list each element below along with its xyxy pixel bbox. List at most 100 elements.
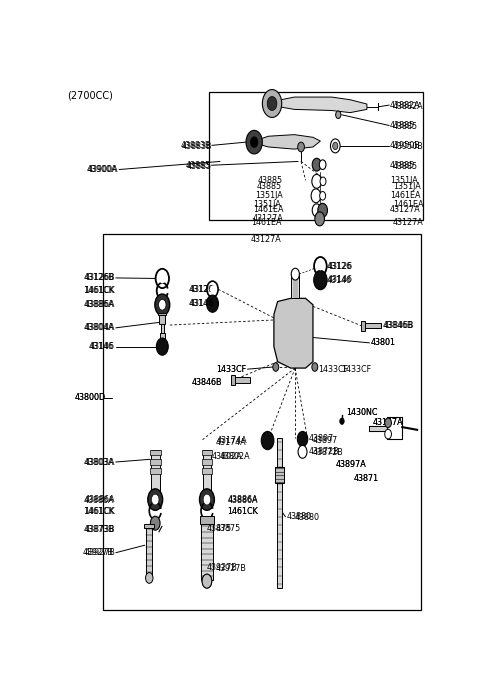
Text: 43882A: 43882A <box>390 100 420 109</box>
Circle shape <box>158 300 166 310</box>
Polygon shape <box>276 97 367 113</box>
Polygon shape <box>150 468 161 474</box>
Text: 1461EA: 1461EA <box>252 205 283 214</box>
Circle shape <box>150 516 160 530</box>
Text: 1461CK: 1461CK <box>228 507 258 516</box>
Text: 1433CF: 1433CF <box>216 365 246 374</box>
Text: 43147A: 43147A <box>372 418 403 427</box>
Polygon shape <box>158 314 167 316</box>
Circle shape <box>251 137 258 148</box>
Polygon shape <box>150 450 161 455</box>
Text: 43127A: 43127A <box>393 217 424 227</box>
Text: 43802A: 43802A <box>212 452 242 461</box>
Text: 43885: 43885 <box>393 162 418 171</box>
Circle shape <box>202 574 212 588</box>
Text: 1461CK: 1461CK <box>84 507 115 516</box>
Circle shape <box>320 192 325 200</box>
Text: 43885: 43885 <box>187 162 212 171</box>
Polygon shape <box>291 274 299 298</box>
Text: 43897A: 43897A <box>335 460 366 469</box>
Text: 43127A: 43127A <box>390 205 420 214</box>
Text: 43127A: 43127A <box>252 215 283 223</box>
Polygon shape <box>202 459 212 465</box>
FancyBboxPatch shape <box>209 92 423 220</box>
Circle shape <box>318 204 327 217</box>
Text: 43897A: 43897A <box>335 460 366 469</box>
Text: 43897: 43897 <box>313 436 338 445</box>
Circle shape <box>207 281 218 297</box>
Circle shape <box>312 158 321 171</box>
Circle shape <box>273 362 279 372</box>
Text: 43147A: 43147A <box>372 418 403 427</box>
Polygon shape <box>274 298 313 368</box>
Text: 43801: 43801 <box>371 338 396 347</box>
Text: 43146: 43146 <box>189 299 214 308</box>
Text: 43146: 43146 <box>89 342 114 351</box>
Circle shape <box>267 96 277 110</box>
Text: 43886A: 43886A <box>228 496 258 505</box>
Circle shape <box>314 257 327 275</box>
Text: 43886A: 43886A <box>84 496 114 505</box>
Circle shape <box>261 431 274 450</box>
Text: 43875: 43875 <box>216 523 241 533</box>
Text: 1461CK: 1461CK <box>83 507 114 516</box>
Circle shape <box>320 177 326 185</box>
Text: 43882A: 43882A <box>393 102 423 111</box>
Polygon shape <box>276 438 282 588</box>
Text: 43803A: 43803A <box>84 457 115 466</box>
Polygon shape <box>160 333 165 342</box>
Text: 43885: 43885 <box>390 121 415 130</box>
Text: 43800D: 43800D <box>75 393 106 402</box>
Circle shape <box>312 174 322 188</box>
Polygon shape <box>203 450 211 507</box>
Polygon shape <box>146 526 152 576</box>
Polygon shape <box>293 277 298 298</box>
Text: 43146: 43146 <box>328 275 353 284</box>
Circle shape <box>312 204 321 217</box>
Circle shape <box>314 270 327 290</box>
Text: 1461EA: 1461EA <box>390 191 420 200</box>
Circle shape <box>319 160 326 169</box>
Text: 1461EA: 1461EA <box>251 217 281 227</box>
Text: 43885: 43885 <box>256 182 281 191</box>
Polygon shape <box>144 523 155 528</box>
Text: 43886A: 43886A <box>228 495 258 504</box>
Text: 43803A: 43803A <box>84 457 114 466</box>
Text: 43846B: 43846B <box>192 378 223 387</box>
Text: 43126: 43126 <box>327 261 352 270</box>
Text: 43927B: 43927B <box>207 563 238 572</box>
Text: 43886A: 43886A <box>84 300 114 309</box>
Circle shape <box>200 489 215 510</box>
Text: 43873B: 43873B <box>84 525 114 534</box>
Text: 43927B: 43927B <box>83 549 114 557</box>
Text: 43801: 43801 <box>370 338 395 347</box>
Circle shape <box>330 139 340 153</box>
Circle shape <box>340 418 344 424</box>
Circle shape <box>297 431 308 447</box>
Text: 43126B: 43126B <box>84 273 115 282</box>
Circle shape <box>291 268 300 280</box>
Text: 43804A: 43804A <box>84 323 115 332</box>
Text: 43900A: 43900A <box>87 165 118 174</box>
Polygon shape <box>369 426 387 431</box>
Circle shape <box>148 489 163 510</box>
Circle shape <box>156 269 169 288</box>
Circle shape <box>156 338 168 355</box>
Text: 43880: 43880 <box>294 513 319 522</box>
Text: 43800D: 43800D <box>75 393 106 402</box>
Text: 43846B: 43846B <box>383 321 413 330</box>
Circle shape <box>385 429 392 439</box>
Text: 43885: 43885 <box>390 161 415 170</box>
Polygon shape <box>159 316 165 324</box>
Circle shape <box>333 142 338 150</box>
Text: 1351JA: 1351JA <box>255 191 283 200</box>
Text: 43126: 43126 <box>189 284 214 293</box>
Circle shape <box>315 212 324 226</box>
Text: 43883B: 43883B <box>180 141 211 150</box>
Text: 43886A: 43886A <box>84 495 115 504</box>
Circle shape <box>336 111 341 118</box>
Text: (2700CC): (2700CC) <box>67 91 113 100</box>
Circle shape <box>206 295 218 312</box>
Polygon shape <box>257 135 321 149</box>
Text: 43872B: 43872B <box>313 448 344 457</box>
